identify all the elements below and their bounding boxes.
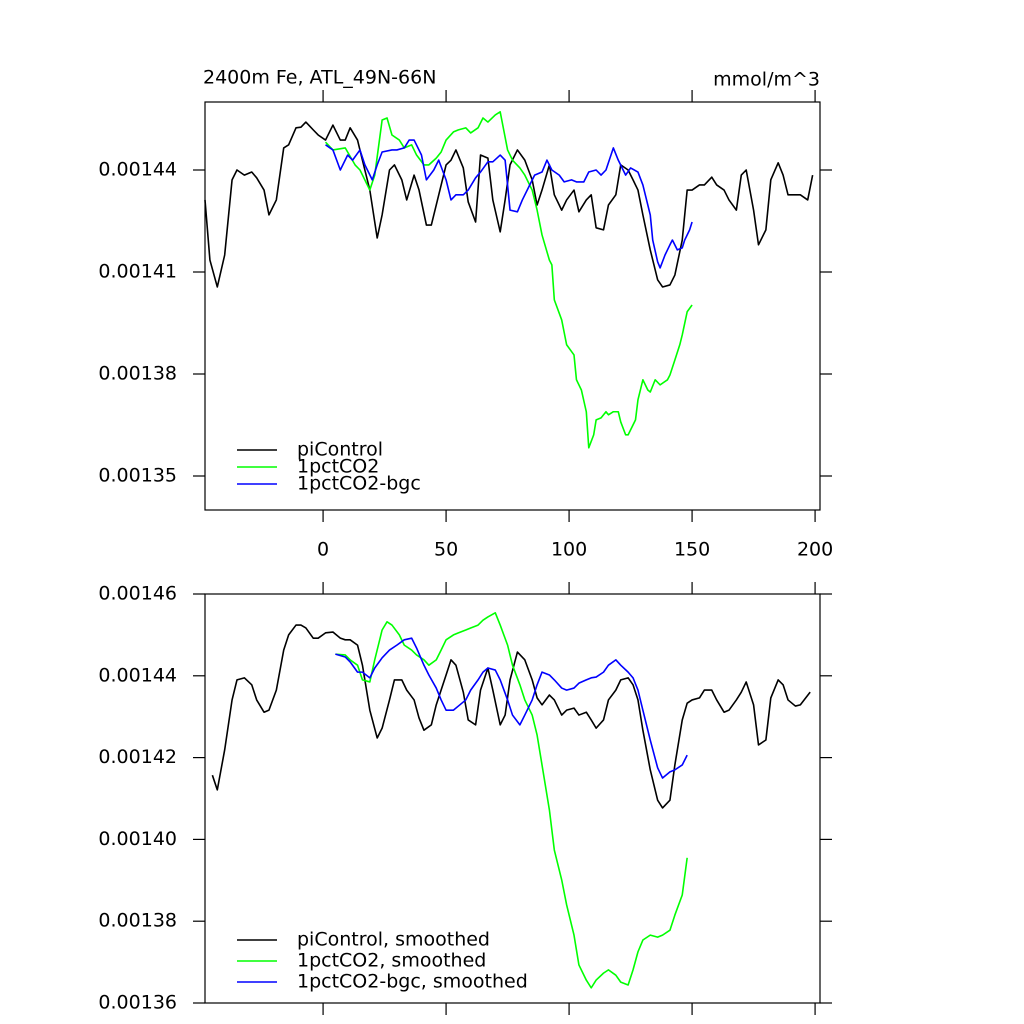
legend-label: 1pctCO2-bgc	[297, 473, 421, 495]
legend-label: 1pctCO2, smoothed	[297, 950, 486, 972]
legend-label: 1pctCO2	[297, 456, 379, 478]
x-tick-label: 50	[434, 539, 458, 561]
y-tick-label: 0.00136	[98, 992, 177, 1014]
y-tick-label: 0.00135	[98, 465, 177, 487]
data-line	[335, 612, 688, 989]
y-tick-label: 0.00144	[98, 664, 177, 686]
legend-label: piControl	[297, 439, 383, 461]
y-tick-label: 0.00144	[98, 159, 177, 181]
data-line	[204, 121, 814, 288]
x-tick-label: 200	[797, 539, 833, 561]
legend-label: 1pctCO2-bgc, smoothed	[297, 971, 528, 993]
chart-title: 2400m Fe, ATL_49N-66N	[203, 67, 436, 89]
y-tick-label: 0.00138	[98, 910, 177, 932]
data-line	[211, 624, 811, 809]
plot-frame	[204, 593, 821, 1004]
x-tick-label: 150	[674, 539, 710, 561]
units-label: mmol/m^3	[713, 69, 820, 91]
y-tick-label: 0.00146	[98, 583, 177, 605]
legend-label: piControl, smoothed	[297, 929, 490, 951]
y-tick-label: 0.00142	[98, 746, 177, 768]
y-tick-label: 0.00141	[98, 261, 177, 283]
data-line	[335, 637, 688, 779]
data-line	[324, 111, 693, 449]
plot-frame	[204, 101, 821, 511]
x-tick-label: 100	[551, 539, 587, 561]
y-tick-label: 0.00138	[98, 363, 177, 385]
data-line	[325, 139, 693, 269]
y-tick-label: 0.00140	[98, 828, 177, 850]
x-tick-label: 0	[317, 539, 329, 561]
